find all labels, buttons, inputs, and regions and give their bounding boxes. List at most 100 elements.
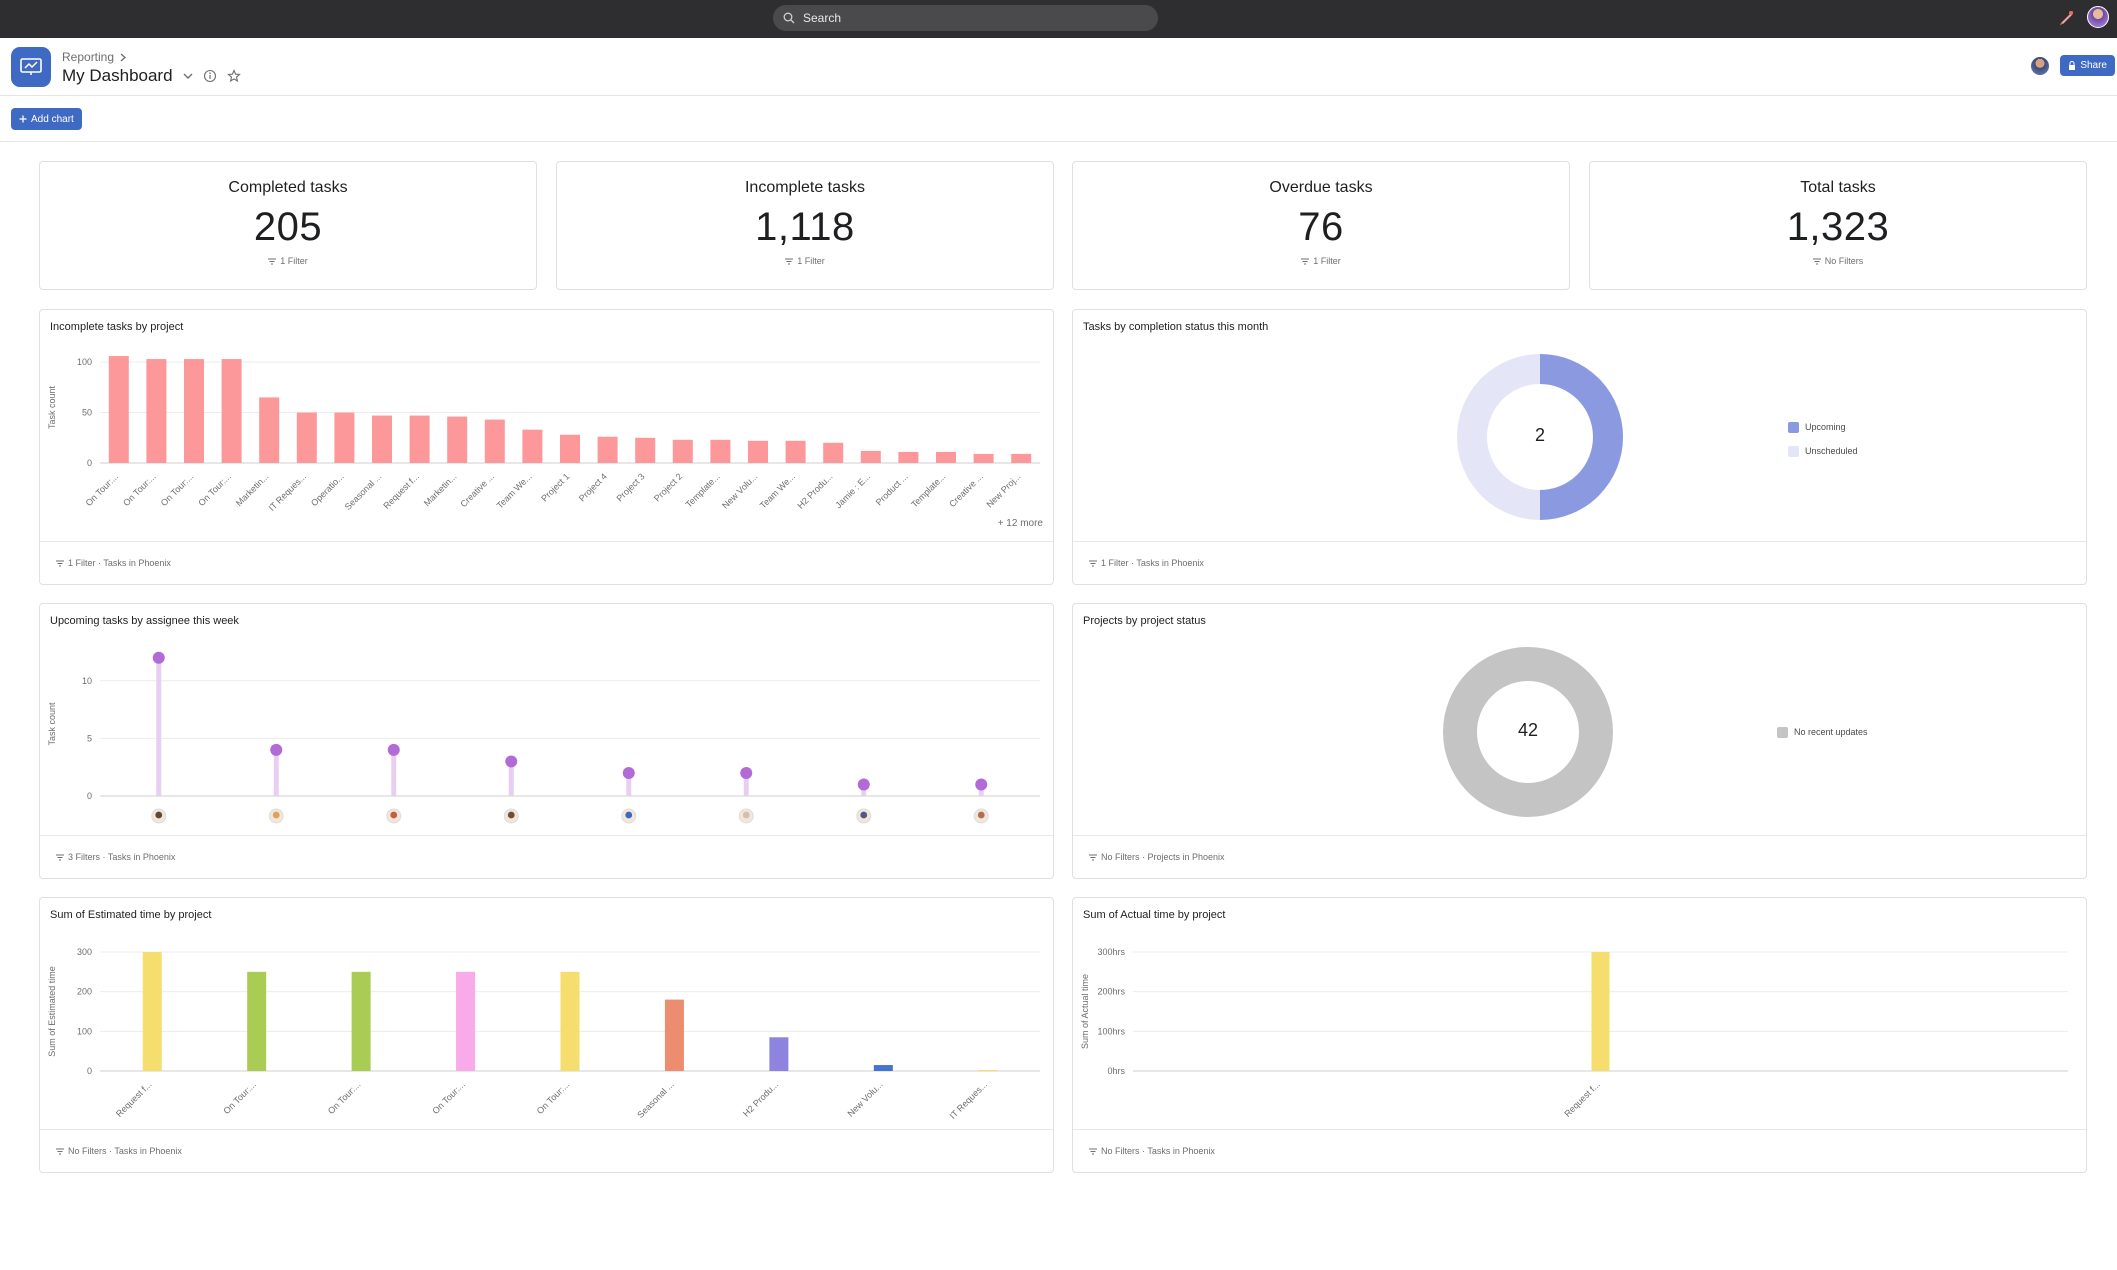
bar	[769, 1037, 789, 1071]
filter-icon	[268, 258, 277, 264]
rocket-icon[interactable]	[2057, 7, 2077, 27]
x-tick-label: Project 4	[577, 471, 609, 503]
y-axis-label: Sum of Actual time	[1080, 974, 1090, 1049]
breadcrumb-reporting[interactable]: Reporting	[62, 50, 115, 64]
info-icon[interactable]	[203, 69, 217, 83]
assignee-avatar-face	[155, 811, 163, 819]
x-tick-label: Seasonal ...	[635, 1079, 676, 1120]
chart-card-projects-by-status[interactable]: Projects by project status 42 No recent …	[1072, 603, 2087, 879]
x-tick-label: Creative ...	[458, 471, 496, 509]
stat-filter-label: No Filters	[1824, 256, 1864, 266]
chart-card-completion-status[interactable]: Tasks by completion status this month 2 …	[1072, 309, 2087, 585]
bar-chart-actual: 0hrs 100hrs 200hrs 300hrs Sum of Actual time…	[1080, 947, 2068, 1119]
filter-icon	[785, 258, 794, 264]
assignee-avatar-face	[742, 811, 750, 819]
bar	[1011, 453, 1032, 463]
x-tick-label: On Tour:...	[430, 1079, 467, 1116]
card-footer[interactable]: 1 Filter · Tasks in Phoenix	[1073, 541, 2086, 584]
card-footer[interactable]: 3 Filters · Tasks in Phoenix	[40, 835, 1053, 878]
bar	[372, 415, 392, 463]
x-tick-label: Template...	[909, 471, 947, 509]
legend: No recent updates	[1777, 720, 1868, 744]
chart-card-incomplete-by-project[interactable]: Incomplete tasks by project 0 50 100 Task c…	[39, 309, 1054, 585]
lock-icon	[2069, 61, 2076, 70]
chart-card-upcoming-by-assignee[interactable]: Upcoming tasks by assignee this week 0 5 1…	[39, 603, 1054, 879]
card-footer[interactable]: 1 Filter · Tasks in Phoenix	[40, 541, 1053, 584]
legend-label: Upcoming	[1805, 422, 1846, 432]
footer-label: 1 Filter · Tasks in Phoenix	[68, 558, 171, 568]
x-tick-label: Project 2	[652, 471, 684, 503]
x-tick-label: H2 Produ...	[795, 471, 834, 510]
bar	[334, 412, 355, 463]
more-link[interactable]: + 12 more	[997, 518, 1043, 529]
chevron-down-icon[interactable]	[183, 73, 193, 80]
share-button[interactable]: Share	[2060, 55, 2115, 76]
footer-label: No Filters · Tasks in Phoenix	[1101, 1146, 1215, 1156]
card-footer[interactable]: No Filters · Projects in Phoenix	[1073, 835, 2086, 878]
stat-filter[interactable]: 1 Filter	[557, 256, 1053, 266]
x-tick-label: Jamie : E...	[833, 471, 872, 510]
chart-card-actual-time[interactable]: Sum of Actual time by project 0hrs 100hrs…	[1072, 897, 2087, 1173]
bar	[823, 442, 844, 463]
card-title: Upcoming tasks by assignee this week	[50, 615, 239, 627]
lollipop-point	[857, 778, 870, 791]
stat-filter[interactable]: 1 Filter	[40, 256, 536, 266]
bar	[146, 359, 167, 463]
stat-filter-label: 1 Filter	[1313, 256, 1341, 266]
bar	[351, 971, 371, 1071]
lollipop-point	[622, 766, 635, 779]
stat-filter[interactable]: 1 Filter	[1073, 256, 1569, 266]
x-tick-label: New Volu...	[845, 1079, 884, 1118]
stat-label: Incomplete tasks	[744, 179, 866, 196]
y-axis-label: Sum of Estimated time	[47, 966, 57, 1057]
filter-icon	[1089, 1148, 1097, 1154]
filter-icon	[1301, 258, 1310, 264]
legend-label: No recent updates	[1794, 727, 1868, 737]
legend-item-no-recent-updates: No recent updates	[1777, 720, 1868, 744]
stat-card-total[interactable]: Total tasks 1,323 No Filters	[1589, 161, 2087, 290]
star-icon[interactable]	[226, 69, 241, 83]
top-bar: Search	[0, 0, 2117, 38]
stat-label: Total tasks	[1800, 179, 1876, 196]
x-tick-label: On Tour:...	[84, 471, 121, 508]
lollipop-point	[505, 755, 518, 768]
bar	[221, 359, 242, 463]
stat-label: Completed tasks	[228, 179, 348, 196]
assignee-avatar-face	[625, 811, 633, 819]
stat-card-completed[interactable]: Completed tasks 205 1 Filter	[39, 161, 537, 290]
x-tick-label: Project 3	[614, 471, 646, 503]
donut-slice-no-recent-updates	[1443, 647, 1613, 817]
stat-card-incomplete[interactable]: Incomplete tasks 1,118 1 Filter	[556, 161, 1054, 290]
card-footer[interactable]: No Filters · Tasks in Phoenix	[40, 1129, 1053, 1172]
page-header: Reporting My Dashboard Share	[0, 38, 2117, 96]
bar	[710, 439, 731, 463]
search-input[interactable]: Search	[773, 5, 1158, 31]
x-tick-label: Product ...	[874, 471, 910, 507]
legend-swatch	[1788, 421, 1799, 433]
card-footer[interactable]: No Filters · Tasks in Phoenix	[1073, 1129, 2086, 1172]
bar	[672, 439, 693, 463]
y-axis-label: Task count	[47, 385, 57, 429]
stat-card-overdue[interactable]: Overdue tasks 76 1 Filter	[1072, 161, 1570, 290]
bar	[898, 451, 919, 463]
x-tick-label: On Tour:...	[159, 471, 196, 508]
donut-chart-projects	[1443, 647, 1613, 817]
filter-icon	[56, 854, 64, 860]
donut-chart-completion	[1457, 354, 1623, 520]
member-avatar[interactable]	[2030, 55, 2051, 76]
donut-center-value: 2	[1534, 425, 1545, 445]
user-avatar[interactable]	[2087, 6, 2109, 28]
x-tick-label: Request f...	[381, 471, 421, 511]
footer-label: 1 Filter · Tasks in Phoenix	[1101, 558, 1204, 568]
chart-card-estimated-time[interactable]: Sum of Estimated time by project 0 100 200…	[39, 897, 1054, 1173]
card-title: Sum of Estimated time by project	[50, 909, 212, 921]
add-chart-button[interactable]: Add chart	[11, 108, 82, 130]
legend-item-upcoming: Upcoming	[1788, 415, 1858, 439]
y-tick-label: 50	[82, 408, 92, 418]
stat-filter[interactable]: No Filters	[1590, 256, 2086, 266]
lollipop-point	[740, 766, 753, 779]
breadcrumb[interactable]: Reporting	[62, 50, 127, 64]
x-tick-label: On Tour:...	[535, 1079, 572, 1116]
bar	[973, 453, 994, 463]
